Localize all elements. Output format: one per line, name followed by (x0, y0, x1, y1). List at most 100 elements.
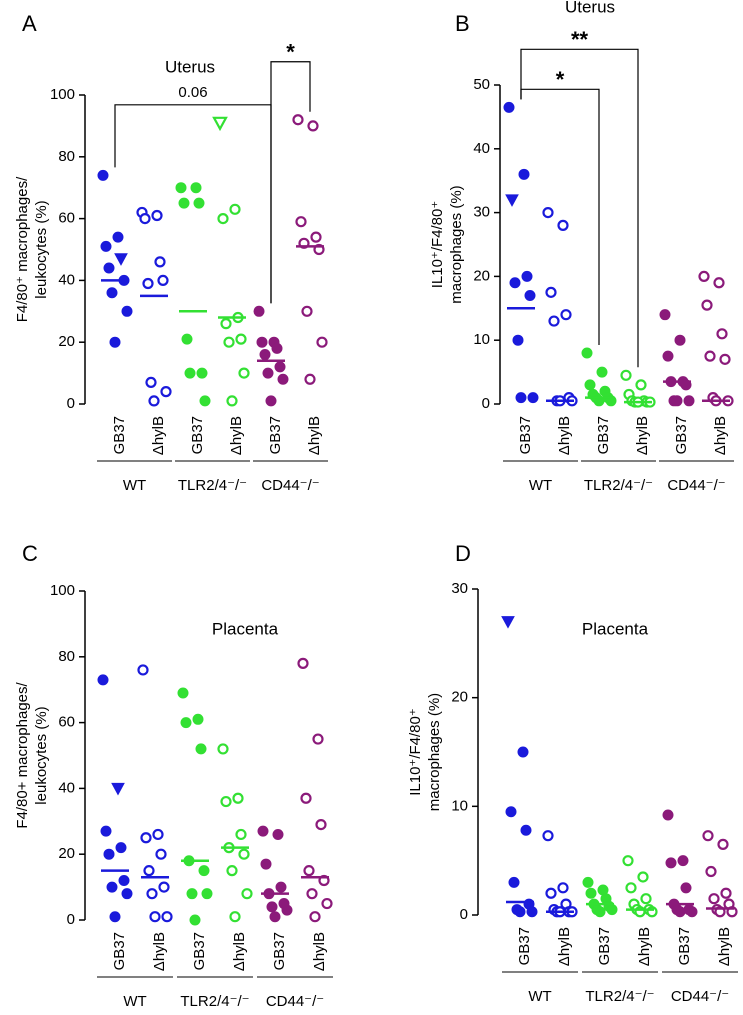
data-point (241, 888, 253, 900)
significance-bracket (114, 104, 272, 304)
significance-bracket (520, 48, 639, 368)
data-point (705, 865, 717, 878)
category-label: GB37 (596, 927, 613, 965)
data-point (545, 286, 557, 298)
group-label: CD44⁻/⁻ (667, 477, 725, 494)
data-point (713, 277, 725, 289)
category-label: ΔhylB (228, 416, 245, 455)
group-label: WT (529, 477, 552, 494)
data-point (542, 207, 554, 219)
data-point (97, 169, 109, 181)
category-label: ΔhylB (150, 416, 167, 455)
category-label: GB37 (111, 416, 128, 454)
data-point (265, 395, 277, 407)
data-point (312, 733, 324, 745)
y-tick-label: 20 (58, 845, 75, 862)
data-point (307, 120, 319, 132)
data-point (184, 367, 196, 379)
data-point (155, 848, 167, 860)
y-tick-label: 30 (473, 204, 490, 221)
data-point (297, 657, 309, 669)
category-label: GB37 (111, 932, 128, 970)
data-point (514, 906, 526, 918)
data-point (581, 347, 593, 359)
y-tick-label: 20 (473, 267, 490, 284)
significance-bracket (270, 61, 311, 304)
data-point (149, 911, 161, 923)
data-point (190, 182, 202, 194)
data-point (158, 881, 170, 893)
data-point (220, 795, 232, 808)
data-point (309, 911, 321, 923)
data-point (548, 315, 560, 327)
y-axis-label: macrophages (%) (426, 693, 443, 811)
data-point (175, 182, 187, 194)
data-point (195, 743, 207, 755)
data-point (295, 216, 307, 228)
category-label: ΔhylB (151, 932, 168, 971)
chart-title: Uterus (165, 57, 215, 76)
category-label: ΔhylB (634, 416, 651, 455)
data-point (719, 353, 731, 365)
group-label: TLR2/4⁻/⁻ (585, 988, 654, 1005)
data-point (509, 277, 521, 289)
data-point (716, 328, 728, 340)
data-point (292, 114, 304, 126)
data-point (635, 379, 647, 391)
data-point (524, 290, 536, 302)
y-tick-label: 100 (50, 582, 75, 599)
data-point (100, 825, 112, 837)
group-label: WT (528, 988, 551, 1005)
data-point (103, 262, 115, 274)
data-point (114, 253, 128, 266)
data-point (259, 349, 271, 361)
data-point (217, 743, 229, 755)
data-point (253, 305, 265, 317)
data-point (662, 350, 674, 362)
data-point (508, 876, 520, 888)
data-point (140, 832, 152, 844)
data-point (178, 197, 190, 209)
data-point (662, 809, 674, 821)
data-point (674, 334, 686, 346)
significance-bracket (520, 88, 600, 345)
y-tick-label: 0 (67, 911, 75, 928)
data-point (306, 888, 318, 900)
data-point (112, 231, 124, 243)
data-point (520, 824, 532, 836)
data-point (121, 305, 133, 317)
data-point (220, 318, 232, 330)
data-point (186, 888, 198, 900)
data-point (238, 848, 250, 860)
data-point (193, 197, 205, 209)
panel-letter: A (22, 11, 37, 36)
data-point (226, 865, 238, 877)
data-point (281, 904, 293, 916)
data-point (269, 911, 281, 923)
significance-label: * (556, 67, 565, 92)
data-point (97, 674, 109, 686)
significance-label: 0.06 (178, 84, 207, 101)
data-point (606, 904, 618, 916)
data-point (198, 865, 210, 877)
significance-label: ** (571, 27, 589, 52)
data-point (142, 277, 154, 290)
data-point (526, 906, 538, 918)
group-label: WT (123, 993, 146, 1010)
data-point (527, 392, 539, 404)
chart-title: Placenta (212, 619, 279, 638)
data-point (103, 848, 115, 860)
data-point (111, 782, 125, 796)
data-point (257, 825, 269, 837)
y-tick-label: 20 (58, 333, 75, 350)
data-point (266, 901, 278, 913)
data-point (192, 713, 204, 725)
data-point (517, 746, 529, 758)
y-tick-label: 40 (58, 271, 75, 288)
data-point (256, 336, 268, 348)
data-point (181, 333, 193, 345)
data-point (671, 395, 683, 407)
data-point (683, 395, 695, 407)
data-point (189, 914, 201, 926)
significance-label: * (286, 40, 295, 65)
